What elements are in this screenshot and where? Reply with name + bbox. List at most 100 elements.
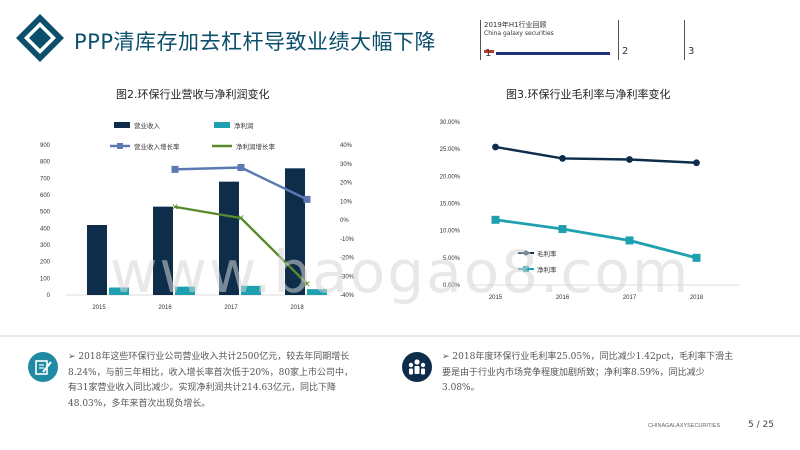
margin-chart: 0.00% 5.00% 10.00% 15.00% 20.00% 25.00% 30.00%… xyxy=(440,120,740,301)
tab-divider xyxy=(480,20,481,60)
page-title: PPP清库存加去杠杆导致业绩大幅下降 xyxy=(74,30,436,54)
y2-tick-label: 10% xyxy=(340,199,353,205)
y-tick-label: 200 xyxy=(40,260,51,266)
logo-diamond-icon xyxy=(14,12,66,64)
y-tick-label: 700 xyxy=(40,176,51,182)
tab-2[interactable]: 2 xyxy=(622,46,629,57)
y2-tick-label: 40% xyxy=(340,143,353,149)
bar-net-profit xyxy=(241,285,261,295)
legend-swatch-gross-marker xyxy=(523,250,529,256)
report-title: 2019年H1行业回顾 xyxy=(484,21,547,29)
report-subtitle: China galaxy securities xyxy=(484,30,554,37)
y2-tick-label: 30% xyxy=(340,162,353,168)
point-gross-margin xyxy=(559,155,566,162)
y-tick-label: 0 xyxy=(47,293,51,299)
y-tick-label: 600 xyxy=(40,193,51,199)
line-gross-margin xyxy=(495,145,697,164)
x-tick-label: 2015 xyxy=(92,305,106,311)
tab-3[interactable]: 3 xyxy=(688,46,695,57)
y-tick-label: 100 xyxy=(40,276,51,282)
point-gross-margin xyxy=(693,159,700,167)
legend-gross-margin: 毛利率 xyxy=(537,249,557,258)
x-tick-label: 2018 xyxy=(690,295,704,301)
active-tab-bar xyxy=(496,52,610,55)
point-net-margin xyxy=(625,236,634,245)
note-line: 48.03%，多年来首次出现负增长。 xyxy=(68,398,211,409)
point-profit-growth: ✕ xyxy=(171,203,179,213)
y-tick-label: 300 xyxy=(40,243,51,249)
legend-swatch-net-profit xyxy=(214,122,230,128)
point-profit-growth: ✕ xyxy=(237,214,245,224)
point-net-margin xyxy=(692,253,701,262)
chart-left-title: 图2.环保行业营收与净利润变化 xyxy=(116,88,270,101)
x-tick-label: 2015 xyxy=(489,295,503,301)
legend-net-profit: 净利润 xyxy=(234,121,254,130)
line-net-margin xyxy=(495,218,697,260)
y-tick-label: 5.00% xyxy=(443,256,461,262)
y2-tick-label: -10% xyxy=(340,237,355,243)
point-revenue-growth xyxy=(237,164,245,171)
tab-divider xyxy=(684,20,685,60)
point-revenue-growth xyxy=(303,195,311,203)
x-tick-label: 2018 xyxy=(290,305,304,311)
tab-divider xyxy=(618,20,619,60)
edit-icon xyxy=(28,352,58,382)
chart-right-title: 图3.环保行业毛利率与净利率变化 xyxy=(506,88,671,101)
y-tick-label: 20.00% xyxy=(440,174,461,180)
y-tick-label: 900 xyxy=(40,143,51,149)
y2-tick-label: -20% xyxy=(340,256,355,262)
x-tick-label: 2016 xyxy=(556,295,570,301)
bar-net-profit xyxy=(175,286,195,295)
line-profit-growth xyxy=(174,205,308,285)
watermark: www.baogao8.com xyxy=(110,238,691,306)
point-profit-growth: ✕ xyxy=(303,280,311,290)
y2-tick-label: 0% xyxy=(340,218,349,224)
point-net-margin xyxy=(491,215,500,224)
bullet: ➢ xyxy=(68,352,76,362)
bar-revenue xyxy=(285,168,305,295)
x-tick-label: 2016 xyxy=(158,305,172,311)
legend-revenue: 营业收入 xyxy=(134,121,161,130)
legend-profit-growth: 净利润增长率 xyxy=(236,142,276,151)
y-tick-label: 800 xyxy=(40,160,51,166)
footer-company: CHINAGALAXYSECURITIES xyxy=(648,423,721,429)
y2-tick-label: 20% xyxy=(340,181,353,187)
legend-swatch-revenue xyxy=(114,122,130,128)
y2-tick-label: -30% xyxy=(340,274,355,280)
divider xyxy=(0,335,800,337)
bar-revenue xyxy=(219,181,239,295)
note-line: 2018年这些环保行业公司营业收入共计2500亿元，较去年同期增长 xyxy=(78,352,350,362)
bullet: ➢ xyxy=(442,352,450,362)
active-tab-marker xyxy=(484,50,494,53)
x-tick-label: 2017 xyxy=(224,305,238,311)
point-gross-margin xyxy=(626,156,633,163)
bar-revenue xyxy=(153,206,173,295)
y-tick-label: 30.00% xyxy=(440,120,461,126)
right-note: ➢ 2018年度环保行业毛利率25.05%，同比减少1.42pct，毛利率下滑主… xyxy=(442,350,782,397)
x-tick-label: 2017 xyxy=(623,295,637,301)
point-net-margin xyxy=(558,225,567,234)
legend-net-margin: 净利率 xyxy=(537,265,557,274)
y-tick-label: 400 xyxy=(40,226,51,232)
bar-revenue xyxy=(87,225,107,295)
y-tick-label: 15.00% xyxy=(440,202,461,208)
note-line: 3.08%。 xyxy=(442,383,480,393)
legend-swatch-net-marker xyxy=(523,266,529,272)
bar-net-profit xyxy=(109,287,129,295)
y-tick-label: 25.00% xyxy=(440,147,461,153)
left-note: ➢ 2018年这些环保行业公司营业收入共计2500亿元，较去年同期增长 8.24… xyxy=(68,350,398,412)
note-line: 2018年度环保行业毛利率25.05%，同比减少1.42pct，毛利率下滑主 xyxy=(452,352,734,362)
legend-revenue-growth: 营业收入增长率 xyxy=(134,142,180,151)
tab-1[interactable]: 1 xyxy=(485,48,492,59)
y-tick-label: 0.00% xyxy=(443,283,461,289)
note-line: 有31家营业收入同比减少。实现净利润共计214.63亿元，同比下降 xyxy=(68,383,336,393)
point-gross-margin xyxy=(492,143,499,151)
y2-tick-label: -40% xyxy=(340,293,355,299)
y-tick-label: 500 xyxy=(40,210,51,216)
page-number: 5 / 25 xyxy=(748,420,774,430)
bar-net-profit xyxy=(307,289,327,295)
legend-swatch-revenue-growth-marker xyxy=(117,143,123,149)
team-icon xyxy=(402,352,432,382)
point-revenue-growth xyxy=(171,165,179,173)
revenue-profit-chart: 0 100 200 300 400 500 600 700 800 900 -40% -30% -20%… xyxy=(40,121,355,311)
